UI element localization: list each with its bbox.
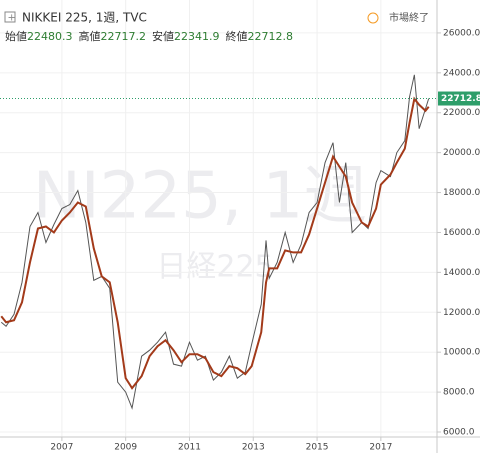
x-tick-label: 2009 [114, 443, 137, 453]
last-price-tag [438, 91, 480, 106]
ohlc: 始値 22480.3 高値 22717.2 安値 22341.9 終値 22712.8 [5, 29, 293, 43]
y-tick-label: 6000.0 [443, 428, 475, 438]
ohlc-label: 始値 [5, 29, 27, 43]
plot [0, 0, 437, 437]
ohlc-value: 22341.9 [174, 30, 220, 43]
y-tick-label: 14000.0 [443, 268, 480, 278]
y-tick-label: 18000.0 [443, 188, 480, 198]
icon-plus: + [8, 13, 16, 24]
y-tick-label: 22000.0 [443, 108, 480, 118]
series-line [0, 74, 430, 410]
y-tick-label: 10000.0 [443, 348, 480, 358]
y-tick-label: 8000.0 [443, 388, 475, 398]
ohlc-label: 終値 [226, 29, 248, 43]
x-tick-label: 2017 [369, 443, 392, 453]
y-tick-label: 24000.0 [443, 68, 480, 78]
y-tick-label: 20000.0 [443, 148, 480, 158]
y-tick-label: 12000.0 [443, 308, 480, 318]
series-line [0, 96, 430, 390]
ohlc-value: 22717.2 [101, 30, 147, 43]
symbol-title[interactable]: NIKKEI 225, 1週, TVC [22, 11, 147, 25]
watermark-sub: 日経225 [156, 250, 273, 285]
x-tick-label: 2013 [242, 443, 265, 453]
status-icon [367, 12, 379, 24]
ohlc-value: 22712.8 [248, 30, 294, 43]
x-tick-label: 2011 [178, 443, 201, 453]
x-tick-label: 2015 [306, 443, 329, 453]
ohlc-value: 22480.3 [27, 30, 73, 43]
ohlc-label: 安値 [152, 29, 174, 43]
y-tick-label: 16000.0 [443, 228, 480, 238]
last-price-label: 22712.8 [441, 94, 480, 104]
collapse-icon[interactable] [4, 11, 16, 23]
market-status: 市場終了 [389, 11, 429, 24]
x-tick-label: 2007 [50, 443, 73, 453]
ohlc-label: 高値 [79, 29, 101, 43]
y-tick-label: 26000.0 [443, 28, 480, 38]
